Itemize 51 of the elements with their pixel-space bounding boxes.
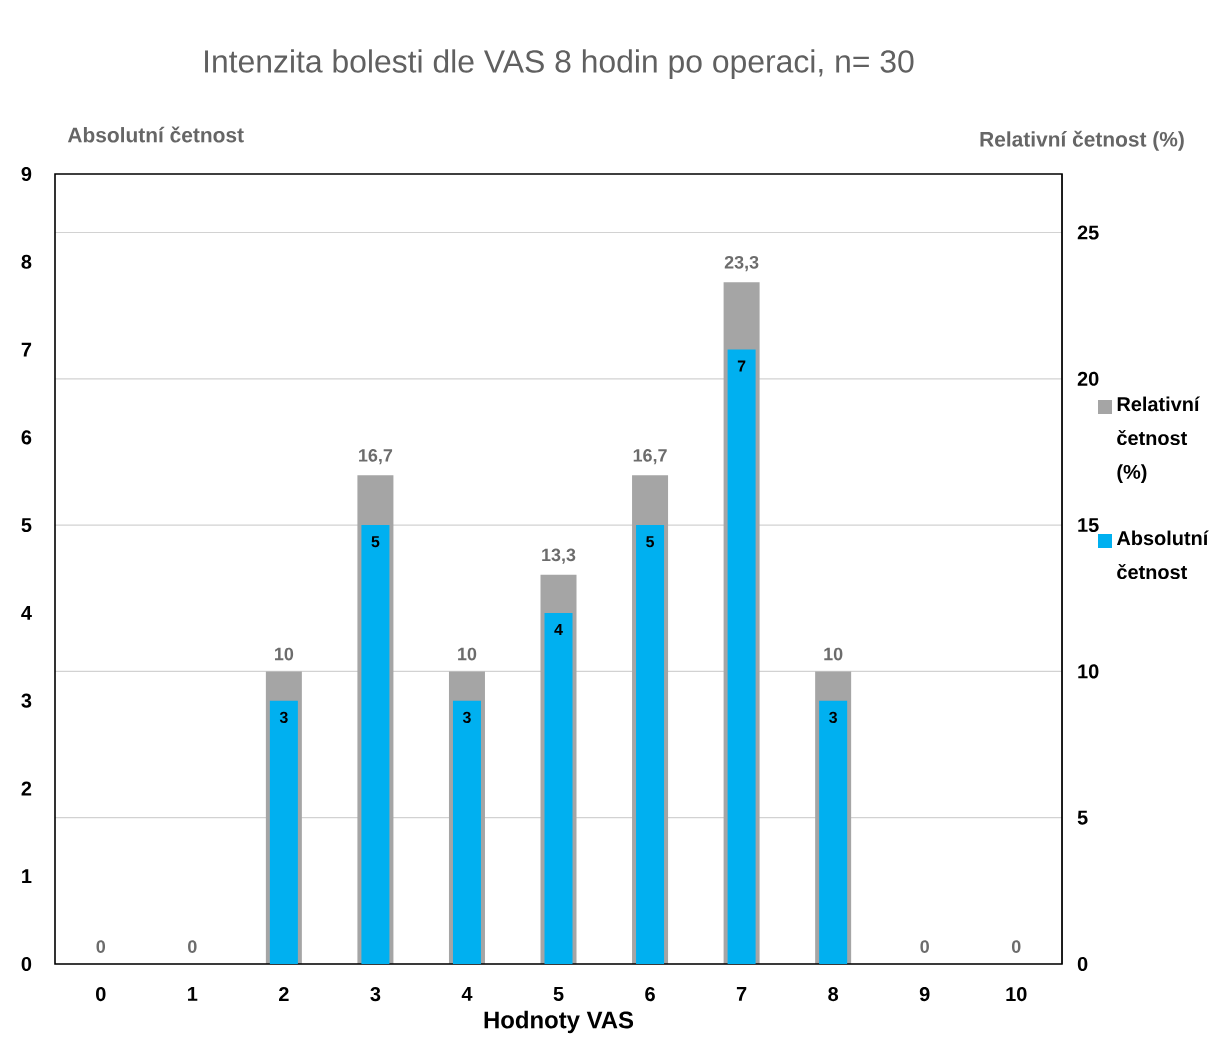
data-label: 0 (1011, 940, 1021, 953)
y2-tick-label: 0 (1077, 956, 1088, 972)
data-label: 23,3 (724, 255, 759, 272)
x-tick-label: 5 (553, 987, 564, 1001)
data-label: 13,3 (542, 548, 576, 564)
data-label: 0 (920, 940, 929, 953)
data-label: 3 (829, 711, 837, 724)
data-label: 16,7 (633, 449, 667, 465)
data-label: 7 (737, 360, 746, 372)
data-label: 0 (188, 940, 197, 953)
y2-tick-label: 15 (1078, 518, 1099, 533)
x-axis-title: Hodnoty VAS (484, 1010, 634, 1034)
y2-tick-label: 10 (1078, 664, 1099, 679)
x-tick-label: 1 (188, 987, 198, 1001)
x-tick-label: 10 (1006, 987, 1027, 1002)
x-tick-label: 4 (461, 987, 473, 1001)
y-axis-title: Absolutní četnost (67, 126, 244, 143)
data-label: 10 (458, 647, 477, 661)
y-tick-label: 7 (21, 342, 32, 357)
legend-label: Relativní četnost (%) (1117, 396, 1200, 483)
x-tick-label: 6 (645, 987, 655, 1002)
y-tick-label: 8 (21, 254, 32, 269)
y-tick-label: 4 (21, 606, 32, 620)
data-label: 4 (554, 623, 563, 635)
chart-title: Intenzita bolesti dle VAS 8 hodin po operaci, n= 30 (205, 49, 914, 80)
x-tick-label: 7 (736, 987, 747, 1001)
y-tick-label: 5 (21, 518, 32, 533)
data-label: 5 (646, 536, 655, 548)
data-label: 5 (371, 536, 380, 548)
y-tick-label: 6 (21, 430, 32, 445)
x-tick-label: 3 (370, 987, 381, 1002)
data-label: 10 (275, 647, 294, 661)
data-label: 0 (96, 940, 106, 953)
y-tick-label: 2 (21, 781, 32, 796)
data-label: 3 (462, 711, 471, 724)
y-tick-label: 0 (21, 956, 32, 972)
y2-tick-label: 5 (1077, 810, 1088, 825)
y-tick-label: 3 (21, 693, 32, 708)
y2-tick-label: 20 (1077, 371, 1099, 386)
y-tick-label: 1 (22, 869, 32, 884)
y-tick-label: 9 (21, 166, 32, 182)
data-label: 3 (279, 711, 288, 724)
y2-axis-title: Relativní četnost (%) (980, 130, 1184, 151)
data-label: 10 (824, 647, 843, 661)
y2-tick-label: 25 (1077, 225, 1099, 240)
data-label: 16,7 (359, 449, 393, 465)
x-tick-label: 8 (828, 987, 839, 1002)
x-tick-label: 9 (919, 987, 930, 1002)
x-tick-label: 2 (279, 987, 289, 1001)
x-tick-label: 0 (96, 987, 106, 1002)
legend-label: Absolutní četnost (1116, 530, 1209, 580)
